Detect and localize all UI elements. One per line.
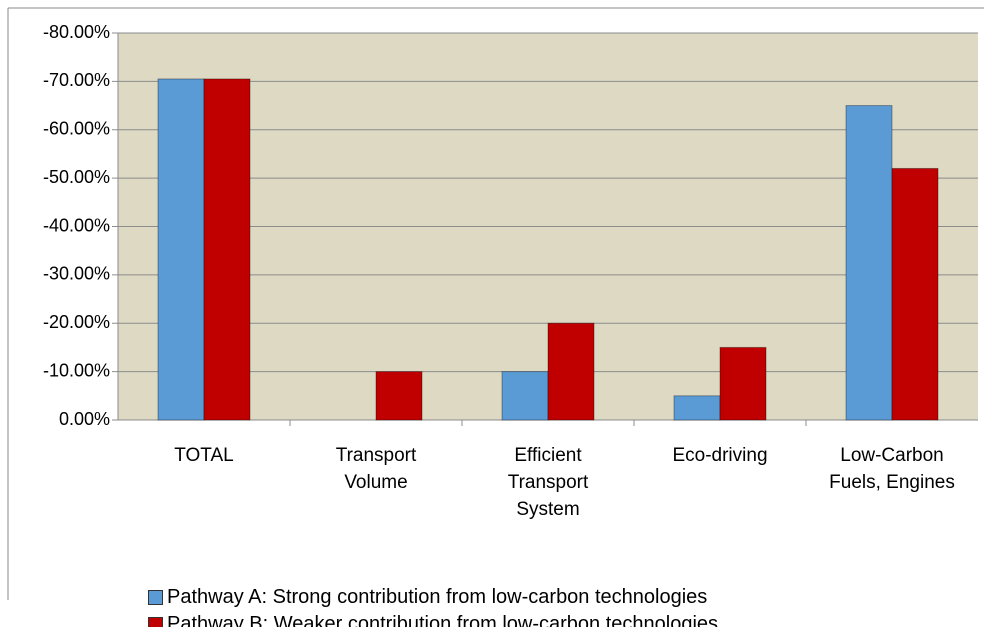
y-tick-label: -30.00% <box>43 264 110 284</box>
bar <box>673 395 721 421</box>
bar <box>719 346 767 421</box>
y-tick-label: -20.00% <box>43 312 110 332</box>
bar <box>501 371 549 421</box>
x-tick-label: Transport Volume <box>335 445 417 493</box>
legend-swatch <box>148 617 163 627</box>
y-tick-label: -50.00% <box>43 167 110 187</box>
x-tick-label: Efficient Transport System <box>507 445 589 520</box>
y-tick-label: -10.00% <box>43 360 110 380</box>
bar <box>375 371 423 421</box>
bar <box>547 322 595 421</box>
y-tick-label: -80.00% <box>43 22 110 42</box>
bar <box>157 78 205 421</box>
legend-label: Pathway A: Strong contribution from low-… <box>167 586 708 608</box>
x-tick-label: TOTAL <box>174 445 234 466</box>
legend-item: Pathway B: Weaker contribution from low-… <box>148 613 718 627</box>
x-tick-label: Low-Carbon Fuels, Engines <box>829 445 955 493</box>
x-tick-label: Eco-driving <box>672 445 768 466</box>
y-tick-label: -60.00% <box>43 119 110 139</box>
legend-label: Pathway B: Weaker contribution from low-… <box>167 613 719 627</box>
bar <box>845 105 893 421</box>
y-tick-label: 0.00% <box>59 409 110 429</box>
bar <box>203 78 251 421</box>
y-tick-label: -40.00% <box>43 215 110 235</box>
legend-item: Pathway A: Strong contribution from low-… <box>148 586 707 609</box>
bar <box>891 167 939 421</box>
legend-swatch <box>148 590 163 605</box>
y-tick-label: -70.00% <box>43 70 110 90</box>
